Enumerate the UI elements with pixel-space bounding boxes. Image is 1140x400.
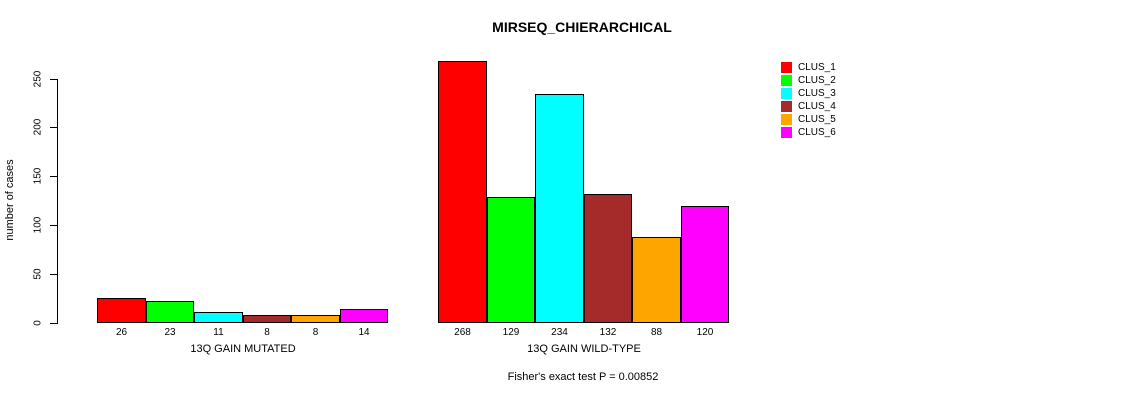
y-tick-label: 200: [32, 118, 44, 136]
legend-swatch-clus_6: [781, 127, 792, 138]
legend: CLUS_1 CLUS_2 CLUS_3 CLUS_4 CLUS_5 CLUS_6: [781, 61, 836, 139]
legend-label: CLUS_1: [798, 62, 836, 73]
bar-value-label: 8: [312, 327, 319, 338]
y-tick: [50, 323, 57, 324]
legend-swatch-clus_4: [781, 101, 792, 112]
bar-value-label: 23: [164, 327, 176, 338]
legend-swatch-clus_3: [781, 88, 792, 99]
legend-label: CLUS_6: [798, 127, 836, 138]
legend-label: CLUS_4: [798, 101, 836, 112]
y-tick: [50, 176, 57, 177]
bar-clus_5-group1: [291, 315, 340, 323]
bar-value-label: 88: [650, 327, 663, 338]
bar-value-label: 234: [551, 327, 568, 338]
legend-swatch-clus_2: [781, 75, 792, 86]
bar-value-label: 120: [696, 327, 714, 338]
bar-value-label: 11: [213, 327, 224, 338]
chart-title: MIRSEQ_CHIERARCHICAL: [492, 19, 672, 35]
y-tick: [50, 225, 57, 226]
bar-value-label: 268: [454, 327, 471, 338]
y-tick: [50, 274, 57, 275]
bar-value-label: 132: [599, 327, 617, 338]
bar-clus_4-group2: [584, 194, 632, 323]
bar-clus_6-group2: [681, 206, 729, 323]
legend-item-clus_6: CLUS_6: [781, 126, 836, 139]
bar-clus_3-group2: [535, 94, 584, 323]
y-tick-label: 250: [32, 70, 44, 88]
bar-clus_4-group1: [243, 315, 291, 323]
y-tick: [50, 79, 57, 80]
bar-value-label: 129: [502, 327, 520, 338]
bar-value-label: 14: [358, 327, 370, 338]
y-axis-line: [57, 79, 58, 324]
legend-item-clus_1: CLUS_1: [781, 61, 836, 74]
y-tick-label: 0: [32, 320, 44, 326]
bar-clus_3-group1: [194, 312, 243, 323]
footnote: Fisher's exact test P = 0.00852: [507, 371, 659, 383]
bar-clus_1-group1: [97, 298, 146, 323]
bar-value-label: 8: [264, 327, 270, 338]
legend-swatch-clus_5: [781, 114, 792, 125]
legend-label: CLUS_5: [798, 114, 836, 125]
legend-item-clus_5: CLUS_5: [781, 113, 836, 126]
bar-clus_6-group1: [340, 309, 388, 323]
y-tick-label: 50: [32, 268, 44, 280]
y-tick: [50, 127, 57, 128]
y-tick-label: 150: [32, 167, 44, 185]
y-tick-label: 100: [32, 216, 44, 234]
x-group-label-wild-type: 13Q GAIN WILD-TYPE: [527, 343, 641, 355]
bar-clus_2-group1: [146, 301, 194, 323]
legend-label: CLUS_2: [798, 75, 836, 86]
bar-clus_1-group2: [438, 61, 487, 323]
legend-item-clus_3: CLUS_3: [781, 87, 836, 100]
x-group-label-mutated: 13Q GAIN MUTATED: [190, 343, 296, 355]
legend-item-clus_4: CLUS_4: [781, 100, 836, 113]
legend-label: CLUS_3: [798, 88, 836, 99]
bar-clus_2-group2: [487, 197, 535, 323]
bar-clus_5-group2: [632, 237, 681, 323]
y-axis-label: number of cases: [4, 159, 16, 241]
bar-value-label: 26: [115, 327, 128, 338]
legend-swatch-clus_1: [781, 62, 792, 73]
legend-item-clus_2: CLUS_2: [781, 74, 836, 87]
